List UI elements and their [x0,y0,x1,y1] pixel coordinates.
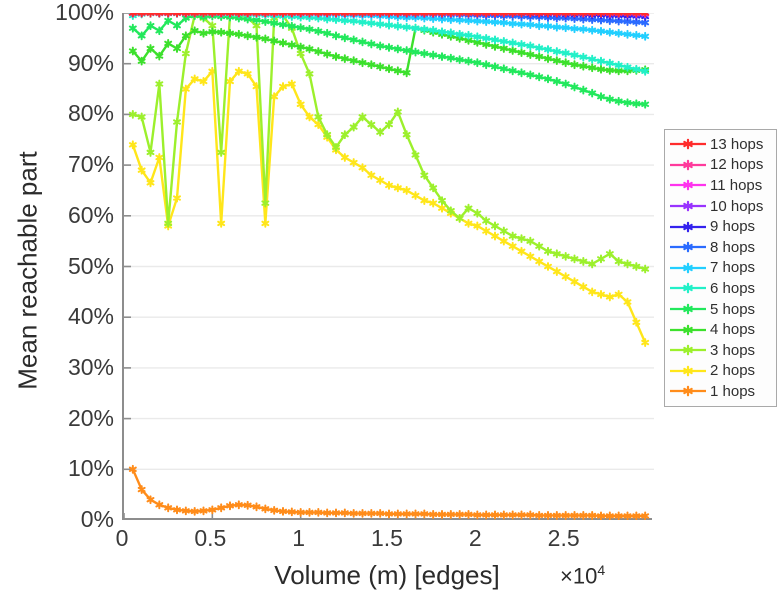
legend-label: 2 hops [710,362,756,380]
y-axis-tick-label: 0% [80,506,114,532]
legend-label: 6 hops [710,279,756,297]
legend-marker [683,365,693,377]
legend-marker [683,200,693,212]
x-axis-tick-label: 0 [115,525,129,551]
legend-item[interactable]: 3 hops [668,340,773,361]
gridlines [124,13,654,470]
series-3-hops [128,13,650,274]
legend-item[interactable]: 8 hops [668,237,773,258]
legend-marker [683,262,693,274]
y-axis-tick-label: 10% [67,455,114,482]
legend-marker [683,344,693,356]
series-markers [128,13,650,274]
series-1-hops [128,464,650,520]
y-axis-tick-label: 60% [67,201,114,228]
legend-marker [683,283,693,294]
legend-marker [683,159,693,171]
legend-swatch [668,321,708,339]
legend-marker [683,241,693,253]
legend-item[interactable]: 7 hops [668,258,773,279]
legend-swatch [668,382,708,400]
x-axis-tick-label: 1.5 [371,525,403,551]
x-axis-tick-label: 1 [292,525,306,551]
legend-item[interactable]: 9 hops [668,216,773,237]
plot-area [122,13,654,520]
legend-item[interactable]: 6 hops [668,278,773,299]
y-axis-tick-label: 80% [67,100,114,127]
series-2-hops [128,66,650,347]
legend-marker [683,303,693,315]
x-axis-title: Volume (m) [edges] [274,560,500,590]
legend-item[interactable]: 13 hops [668,134,773,155]
series-markers [128,66,650,347]
legend-marker [683,386,693,397]
y-axis-tick-label: 30% [67,353,114,380]
legend-item[interactable]: 10 hops [668,196,773,217]
legend-swatch [668,300,708,318]
legend-marker [683,324,693,335]
legend-label: 8 hops [710,238,756,256]
y-axis-tick-label: 20% [67,404,114,431]
chart-canvas [124,13,654,520]
series-markers [128,464,650,520]
legend-label: 5 hops [710,300,756,318]
x-axis-tick-label: 2 [468,525,482,551]
y-axis-tick-label: 90% [67,49,114,76]
legend-swatch [668,156,708,174]
legend-label: 12 hops [710,156,764,174]
x-axis-multiplier-exponent: 4 [597,562,606,578]
legend-item[interactable]: 5 hops [668,299,773,320]
legend-swatch [668,341,708,359]
legend-swatch [668,197,708,215]
legend-swatch [668,218,708,236]
legend-marker [683,221,693,232]
y-axis-tick-label: 100% [55,0,114,25]
legend-marker [683,138,693,150]
legend-item[interactable]: 4 hops [668,319,773,340]
legend-item[interactable]: 1 hops [668,381,773,402]
x-axis-tick-label: 0.5 [194,525,227,551]
legend-swatch [668,238,708,256]
legend-label: 3 hops [710,341,756,359]
legend-label: 7 hops [710,259,756,277]
y-axis-tick-label: 50% [67,252,114,279]
legend-swatch [668,135,708,153]
legend-label: 13 hops [710,135,764,153]
series-line [131,70,647,344]
legend-marker [683,180,693,191]
legend-swatch [668,176,708,194]
legend-label: 9 hops [710,218,756,236]
legend-swatch [668,259,708,277]
legend-label: 1 hops [710,382,756,400]
legend-label: 4 hops [710,321,756,339]
x-axis-tick-label: 2.5 [547,525,580,551]
series-markers [128,13,650,109]
legend-item[interactable]: 12 hops [668,155,773,176]
legend-label: 11 hops [710,176,763,194]
x-axis-multiplier: ×104 [560,562,605,589]
legend-label: 10 hops [710,197,764,215]
y-axis-tick-label: 70% [67,151,114,178]
legend: 13 hops 12 hops 11 hops 10 hops 9 hops 8 hops… [664,129,777,407]
legend-swatch [668,279,708,297]
legend-swatch [668,362,708,380]
legend-item[interactable]: 2 hops [668,361,773,382]
x-axis-multiplier-base: ×10 [560,563,598,589]
legend-item[interactable]: 11 hops [668,175,773,196]
y-axis-tick-label: 40% [67,303,114,330]
